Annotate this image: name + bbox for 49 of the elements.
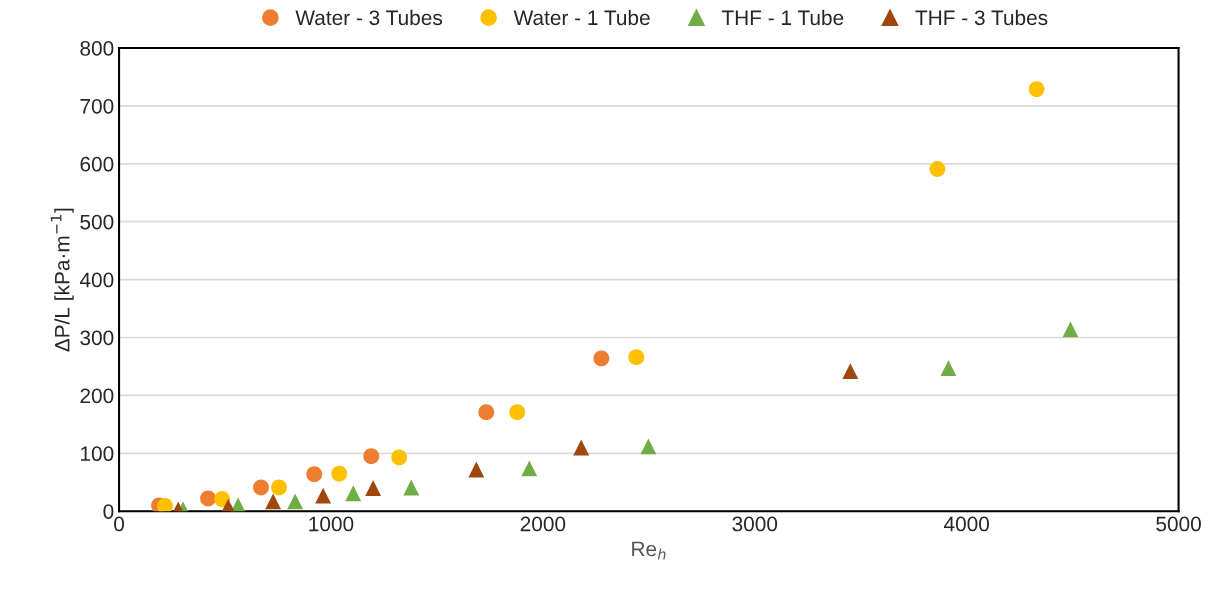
point bbox=[287, 493, 304, 510]
x-tick-label: 0 bbox=[114, 516, 125, 532]
point bbox=[842, 363, 859, 379]
point bbox=[271, 479, 287, 496]
y-tick-label: 400 bbox=[79, 272, 114, 288]
point bbox=[200, 490, 216, 507]
legend-label: Water - 1 Tube bbox=[513, 9, 650, 26]
point bbox=[478, 404, 495, 421]
legend-label: THF - 1 Tube bbox=[721, 9, 844, 26]
point bbox=[521, 460, 538, 477]
point bbox=[214, 491, 230, 507]
x-tick-label: 2000 bbox=[520, 516, 566, 532]
y-tick-label: 300 bbox=[80, 330, 114, 346]
y-tick-label: 800 bbox=[80, 41, 114, 56]
y-tick-label: 100 bbox=[81, 446, 114, 462]
point bbox=[1062, 321, 1079, 338]
point bbox=[940, 360, 957, 377]
point bbox=[253, 479, 269, 496]
point bbox=[1028, 81, 1045, 98]
point bbox=[391, 449, 408, 466]
point bbox=[306, 466, 323, 483]
point bbox=[157, 498, 173, 512]
point bbox=[363, 448, 380, 465]
y-tick-label: 600 bbox=[80, 156, 114, 172]
x-tick-label: 3000 bbox=[732, 516, 778, 532]
point bbox=[509, 404, 526, 421]
x-tick-label: 1000 bbox=[309, 516, 354, 532]
y-tick-label: 0 bbox=[103, 504, 114, 519]
x-tick-label: 5000 bbox=[1156, 516, 1201, 532]
point bbox=[315, 487, 332, 504]
point bbox=[640, 438, 657, 455]
point bbox=[403, 479, 420, 496]
point bbox=[265, 493, 282, 510]
point bbox=[365, 480, 382, 496]
y-tick-label: 200 bbox=[80, 388, 114, 404]
y-tick-label: 700 bbox=[80, 98, 114, 114]
y-tick-label: 500 bbox=[80, 214, 114, 230]
x-tick-label: 4000 bbox=[943, 516, 990, 532]
legend-label: THF - 3 Tubes bbox=[915, 9, 1048, 26]
point bbox=[345, 485, 362, 502]
point bbox=[331, 465, 348, 482]
y-axis-title: ΔP/L [kPa·m$^{−1}$] bbox=[50, 208, 74, 352]
legend-label: Water - 3 Tubes bbox=[295, 9, 443, 26]
point bbox=[468, 461, 485, 478]
point bbox=[628, 349, 645, 366]
point bbox=[593, 350, 610, 367]
point bbox=[573, 439, 590, 456]
x-axis-title: Re$_{h}$ bbox=[632, 541, 666, 560]
point bbox=[929, 161, 946, 177]
